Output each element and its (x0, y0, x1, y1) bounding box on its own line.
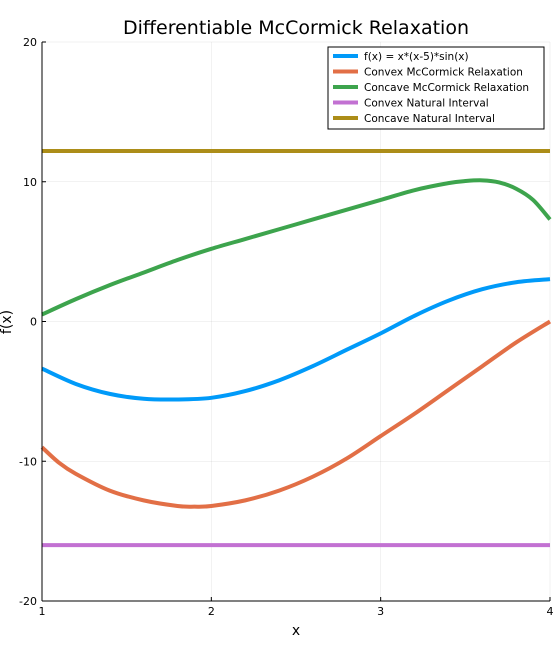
x-tick-label: 1 (39, 605, 46, 618)
y-tick-label: -10 (19, 455, 37, 468)
y-tick-label: -20 (19, 595, 37, 608)
x-tick-label: 4 (547, 605, 554, 618)
series-line-3 (41, 178, 552, 317)
x-axis-label: x (292, 623, 300, 639)
x-tick-label: 3 (377, 605, 384, 618)
legend-label-1: f(x) = x*(x-5)*sin(x) (364, 51, 469, 63)
chart-title: Differentiable McCormick Relaxation (123, 17, 469, 39)
legend-box (327, 46, 545, 130)
legend-label-3: Concave McCormick Relaxation (364, 82, 529, 94)
x-tick-label: 2 (208, 605, 215, 618)
legend-label-4: Convex Natural Interval (364, 98, 489, 110)
series-line-2 (40, 319, 552, 509)
plot-area (40, 149, 552, 548)
y-tick-label: 10 (23, 176, 37, 189)
legend: f(x) = x*(x-5)*sin(x) Convex McCormick Re… (327, 46, 545, 130)
y-tick-label: 0 (30, 316, 37, 329)
y-axis-label: f(x) (0, 310, 15, 334)
y-tick-label: 20 (23, 36, 37, 49)
series-line-1 (41, 277, 551, 402)
legend-label-5: Concave Natural Interval (364, 113, 495, 125)
legend-label-2: Convex McCormick Relaxation (364, 67, 523, 79)
axes: 1 2 3 4 -20 -10 0 10 20 (19, 36, 553, 618)
